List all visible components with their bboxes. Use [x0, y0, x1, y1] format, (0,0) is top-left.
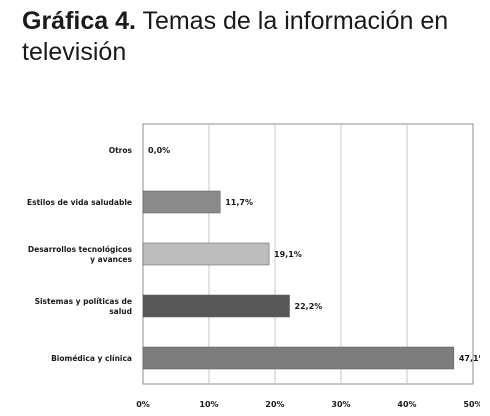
category-label: Sistemas y políticas de — [35, 297, 132, 306]
chart-title-number: Gráfica 4. — [22, 7, 136, 35]
data-label: 11,7% — [225, 198, 253, 207]
data-label: 22,2% — [295, 302, 323, 311]
x-tick-label: 20% — [265, 400, 284, 409]
data-label: 47,1% — [459, 354, 480, 363]
x-tick-label: 0% — [136, 400, 150, 409]
chart-area: 0% 10% 20% 30% 40% 50% 0,0% Otros 11,7% Estilos d… — [20, 114, 487, 410]
bar — [142, 346, 455, 370]
category-label: Estilos de vida saludable — [27, 198, 132, 207]
x-tick-label: 40% — [397, 400, 416, 409]
category-label: salud — [109, 307, 132, 316]
bar — [142, 242, 270, 266]
data-label: 0,0% — [148, 146, 170, 155]
category-label: Desarrollos tecnológicos — [28, 245, 133, 254]
category-label: Biomédica y clínica — [51, 354, 132, 363]
x-tick-label: 50% — [463, 400, 480, 409]
bar — [142, 294, 290, 318]
category-label: y avances — [90, 255, 132, 264]
category-label: Otros — [109, 146, 133, 155]
data-label: 19,1% — [274, 250, 302, 259]
bar — [142, 190, 221, 214]
x-tick-label: 10% — [199, 400, 218, 409]
chart-title: Gráfica 4. Temas de la información en te… — [22, 6, 472, 68]
bar-chart: 0% 10% 20% 30% 40% 50% 0,0% Otros 11,7% Estilos d… — [27, 123, 487, 409]
x-tick-label: 30% — [331, 400, 350, 409]
chart-title-text: Temas de la información en televisión — [22, 7, 449, 66]
